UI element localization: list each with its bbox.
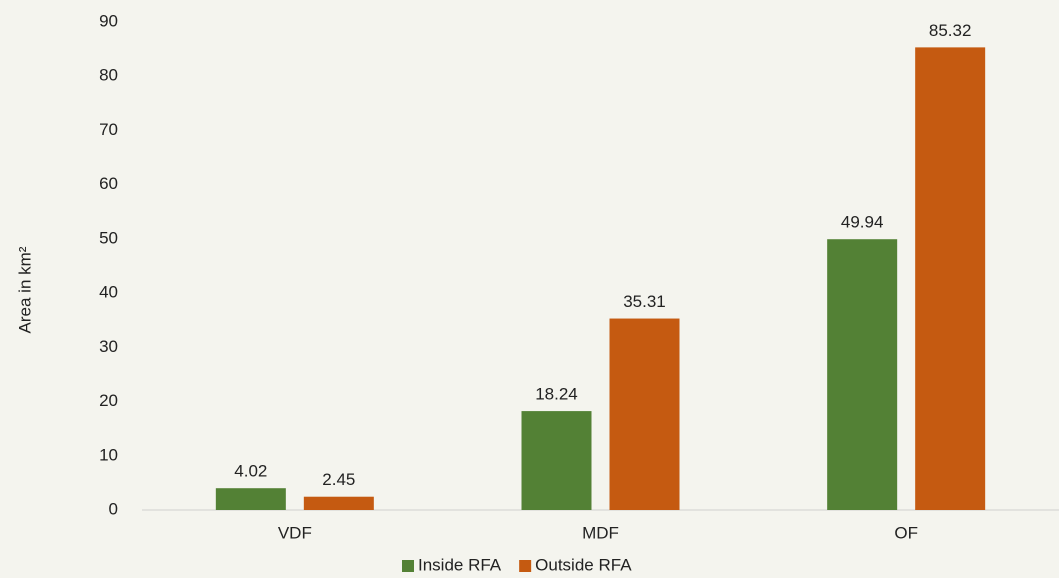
y-tick-label: 30 [99, 337, 118, 356]
bar [303, 496, 374, 510]
x-tick-label: MDF [582, 523, 619, 542]
value-label: 35.31 [623, 292, 666, 311]
bar [215, 488, 286, 510]
x-tick-label: VDF [278, 523, 312, 542]
value-label: 49.94 [841, 213, 884, 232]
value-label: 85.32 [929, 21, 972, 40]
y-axis-label: Area in km² [15, 246, 34, 333]
bar [521, 411, 592, 510]
y-tick-label: 0 [109, 499, 118, 518]
value-label: 2.45 [322, 470, 355, 489]
y-tick-label: 90 [99, 11, 118, 30]
value-label: 4.02 [234, 462, 267, 481]
y-tick-label: 10 [99, 445, 118, 464]
legend-swatch [519, 560, 532, 572]
legend-label: Outside RFA [535, 555, 632, 574]
value-label: 18.24 [535, 385, 578, 404]
x-tick-label: OF [894, 523, 918, 542]
y-tick-label: 60 [99, 174, 118, 193]
bar [915, 47, 986, 510]
y-tick-label: 50 [99, 228, 118, 247]
bar [609, 318, 680, 510]
bar [827, 239, 898, 510]
y-tick-label: 20 [99, 391, 118, 410]
legend-swatch [402, 560, 414, 572]
legend-label: Inside RFA [418, 555, 502, 574]
y-tick-label: 40 [99, 283, 118, 302]
y-tick-label: 80 [99, 66, 118, 85]
y-tick-label: 70 [99, 120, 118, 139]
